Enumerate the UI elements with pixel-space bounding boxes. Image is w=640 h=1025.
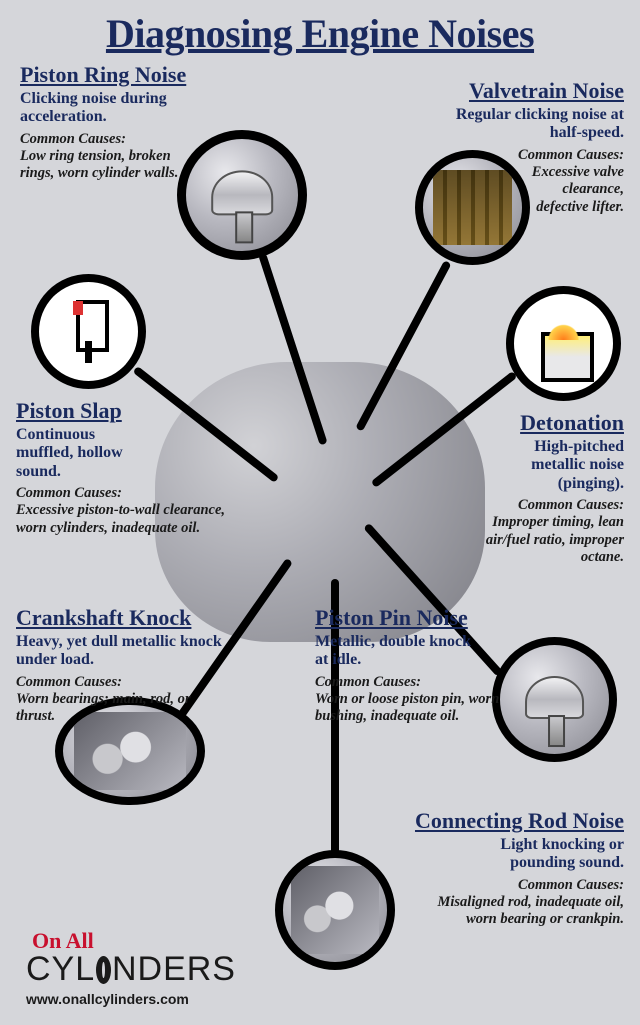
sec-sound: Continuous muffled, hollow sound. bbox=[16, 426, 156, 481]
circle-detonation bbox=[506, 286, 621, 401]
circle-piston-slap bbox=[31, 274, 146, 389]
cc-text: Excessive valve clearance, defective lif… bbox=[509, 164, 624, 216]
section-piston-ring: Piston Ring Noise Clicking noise during … bbox=[20, 62, 210, 183]
page-title: Diagnosing Engine Noises bbox=[0, 0, 640, 63]
brand-logo: On All CYLNDERS bbox=[26, 928, 236, 985]
cc-label: Common Causes: bbox=[315, 674, 535, 691]
sec-title: Piston Slap bbox=[16, 398, 246, 424]
logo-main: CYL NDERS bbox=[26, 954, 236, 985]
logo-o-icon bbox=[96, 956, 111, 984]
section-crankshaft: Crankshaft Knock Heavy, yet dull metalli… bbox=[16, 605, 276, 726]
section-piston-slap: Piston Slap Continuous muffled, hollow s… bbox=[16, 398, 246, 537]
cc-text: Worn bearings; main, rod, or thrust. bbox=[16, 691, 226, 726]
sec-title: Crankshaft Knock bbox=[16, 605, 276, 631]
sec-title: Valvetrain Noise bbox=[424, 78, 624, 104]
sec-sound: Heavy, yet dull metallic knock under loa… bbox=[16, 633, 256, 670]
sec-title: Detonation bbox=[454, 410, 624, 436]
section-con-rod: Connecting Rod Noise Light knocking or p… bbox=[364, 808, 624, 929]
cc-text: Low ring tension, broken rings, worn cyl… bbox=[20, 148, 180, 183]
cc-label: Common Causes: bbox=[404, 877, 624, 894]
sec-title: Piston Pin Noise bbox=[315, 605, 535, 631]
logo-text-2: NDERS bbox=[112, 954, 236, 985]
sec-sound: Regular clicking noise at half-speed. bbox=[424, 106, 624, 143]
cc-label: Common Causes: bbox=[16, 485, 246, 502]
logo-text-1: CYL bbox=[26, 954, 95, 985]
cc-text: Improper timing, lean air/fuel ratio, im… bbox=[459, 514, 624, 566]
site-url: www.onallcylinders.com bbox=[26, 991, 189, 1007]
cc-label: Common Causes: bbox=[504, 147, 624, 164]
section-piston-pin: Piston Pin Noise Metallic, double knock … bbox=[315, 605, 535, 726]
sec-title: Piston Ring Noise bbox=[20, 62, 210, 88]
sec-sound: High-pitched metallic noise (pinging). bbox=[484, 438, 624, 493]
cc-text: Worn or loose piston pin, worn bushing, … bbox=[315, 691, 500, 726]
cc-text: Excessive piston-to-wall clearance, worn… bbox=[16, 502, 236, 537]
cc-label: Common Causes: bbox=[454, 497, 624, 514]
sec-sound: Light knocking or pounding sound. bbox=[434, 836, 624, 873]
cc-label: Common Causes: bbox=[20, 131, 210, 148]
cc-text: Misaligned rod, inadequate oil, worn bea… bbox=[404, 894, 624, 929]
sec-sound: Clicking noise during acceleration. bbox=[20, 90, 180, 127]
sec-title: Connecting Rod Noise bbox=[364, 808, 624, 834]
cc-label: Common Causes: bbox=[16, 674, 276, 691]
section-detonation: Detonation High-pitched metallic noise (… bbox=[454, 410, 624, 566]
section-valvetrain: Valvetrain Noise Regular clicking noise … bbox=[424, 78, 624, 216]
sec-sound: Metallic, double knock at idle. bbox=[315, 633, 475, 670]
